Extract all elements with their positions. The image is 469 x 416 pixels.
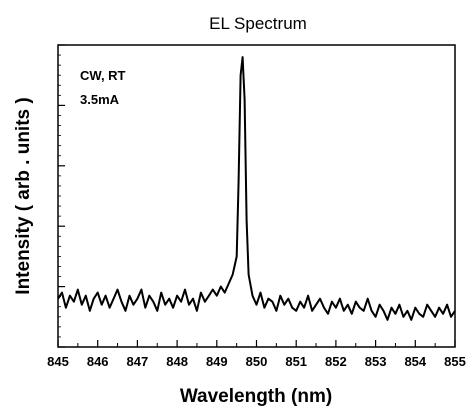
- x-tick-label: 851: [285, 354, 307, 369]
- x-axis-label: Wavelength (nm): [180, 386, 332, 407]
- chart-title: EL Spectrum: [209, 14, 307, 33]
- x-axis-tick-labels: 845 846 847 848 849 850 851 852 853 854 855: [47, 354, 466, 369]
- x-axis-ticks: [57, 340, 456, 347]
- y-axis-label: Intensity ( arb . units ): [13, 97, 34, 294]
- x-tick-label: 854: [404, 354, 426, 369]
- y-axis-ticks: [58, 44, 65, 348]
- x-tick-label: 846: [87, 354, 109, 369]
- x-tick-label: 848: [166, 354, 188, 369]
- x-tick-label: 847: [127, 354, 149, 369]
- x-tick-label: 855: [444, 354, 466, 369]
- x-tick-label: 853: [365, 354, 387, 369]
- spectrum-series-line: [57, 56, 456, 321]
- annotation-current: 3.5mA: [80, 92, 120, 107]
- x-tick-label: 850: [246, 354, 268, 369]
- annotation-conditions: CW, RT: [80, 68, 126, 83]
- x-tick-label: 849: [206, 354, 228, 369]
- x-tick-label: 845: [47, 354, 69, 369]
- x-tick-label: 852: [325, 354, 347, 369]
